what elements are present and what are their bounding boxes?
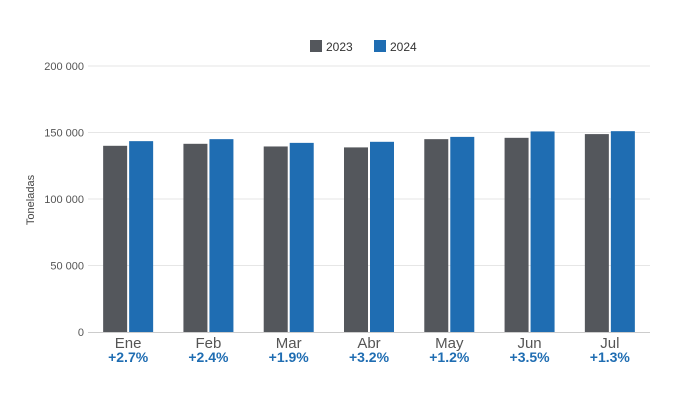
legend-swatch-2023 [310, 40, 322, 52]
x-tick-label: May [435, 335, 464, 352]
bar-2023-abr [344, 147, 368, 332]
y-tick-label: 50 000 [50, 261, 84, 273]
bar-2023-jul [584, 134, 609, 332]
x-tick-label: Abr [357, 335, 380, 352]
legend-swatch-2024 [374, 40, 386, 52]
legend-label: 2023 [326, 40, 353, 54]
x-tick-label: Feb [195, 335, 221, 352]
bar-2024-feb [209, 139, 234, 332]
bar-2024-jun [530, 131, 555, 332]
y-tick-label: 200 000 [44, 61, 84, 73]
y-tick-label: 100 000 [44, 194, 84, 206]
bar-2024-jul [610, 131, 635, 332]
bar-2024-abr [370, 141, 394, 332]
legend-label: 2024 [390, 40, 417, 54]
bar-2024-mar [289, 142, 314, 332]
bar-2023-may [424, 139, 449, 332]
bar-2023-jun [504, 137, 529, 332]
y-axis-label: Toneladas [25, 174, 37, 225]
x-tick-label: Ene [115, 335, 142, 352]
change-label: +1.3% [590, 349, 631, 365]
change-label: +2.7% [108, 349, 149, 365]
bar-2024-ene [129, 141, 154, 332]
change-label: +1.9% [269, 349, 310, 365]
x-tick-label: Mar [276, 335, 302, 352]
bar-2023-feb [183, 143, 208, 332]
bar-2023-ene [103, 145, 128, 332]
change-label: +3.5% [510, 349, 551, 365]
change-label: +1.2% [429, 349, 470, 365]
bar-2023-mar [263, 146, 288, 332]
bar-2024-may [450, 136, 475, 332]
x-tick-label: Jul [600, 335, 619, 352]
change-label: +2.4% [188, 349, 229, 365]
y-tick-label: 0 [78, 327, 84, 339]
change-label: +3.2% [349, 349, 390, 365]
y-tick-label: 150 000 [44, 128, 84, 140]
x-tick-label: Jun [517, 335, 541, 352]
